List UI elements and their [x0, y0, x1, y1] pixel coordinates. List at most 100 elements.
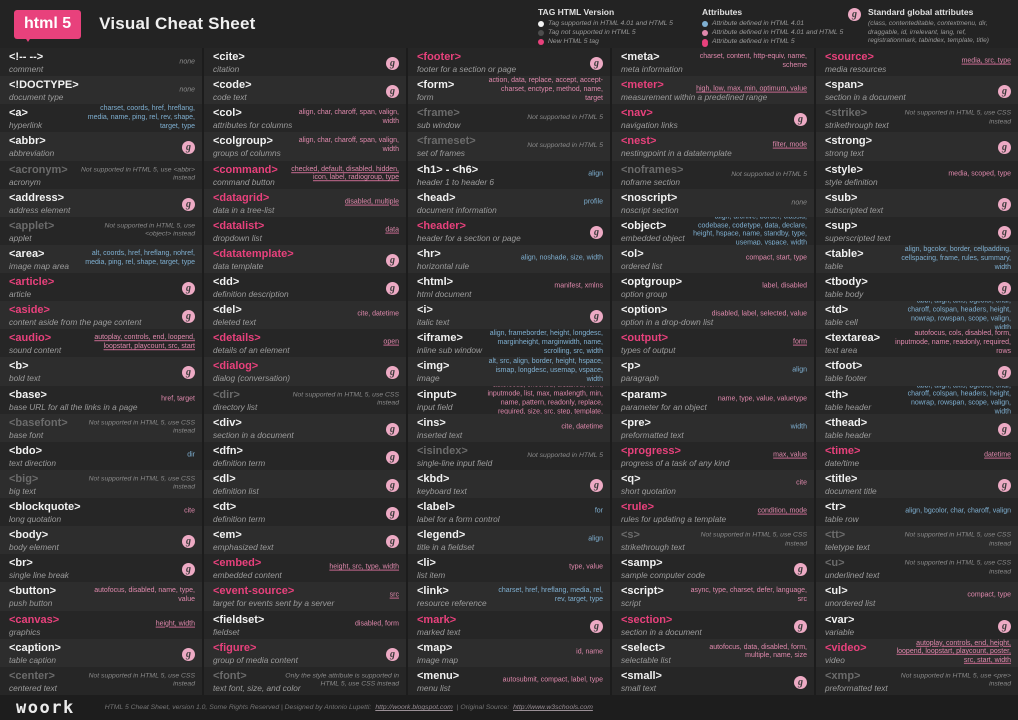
tag-name: <frameset>	[417, 135, 476, 148]
tag-row-detail: dir	[187, 451, 195, 460]
tag-name: <caption>	[9, 641, 61, 654]
tag-row: <dir> directory list Not supported in HTML…	[204, 385, 406, 414]
tag-row-detail: Not supported in HTML 5, use CSS instead	[78, 672, 195, 689]
tag-row-detail: g	[998, 81, 1011, 99]
tag-row: <title> document title g	[816, 469, 1018, 498]
tag-description: parameter for an object	[621, 401, 707, 412]
tag-row: <sub> subscripted text g	[816, 188, 1018, 217]
tag-row-detail: Not supported in HTML 5, use <pre> inste…	[894, 672, 1011, 689]
tag-name: <col>	[213, 107, 242, 120]
tag-row: <script> script async, type, charset, defe…	[612, 582, 814, 611]
legend-attr-item: Attribute defined in HTML 4.01	[702, 20, 843, 27]
tag-attributes: media, src, type	[961, 57, 1011, 65]
tag-row: <dialog> dialog (conversation) g	[204, 357, 406, 386]
tag-row-detail: g	[386, 503, 399, 521]
tag-row-detail: autosubmit, compact, label, type	[503, 676, 603, 685]
tag-name: <q>	[621, 472, 641, 485]
tag-row: <command> command button checked, default,…	[204, 160, 406, 189]
tag-row: <thead> table header g	[816, 413, 1018, 442]
html5-logo: html 5	[14, 9, 82, 42]
legend-item-label: Attribute defined in HTML 4.01 and HTML …	[712, 29, 844, 36]
tag-description: italic text	[417, 317, 450, 328]
tag-description: types of output	[621, 345, 676, 356]
tag-name: <meter>	[621, 79, 664, 92]
tag-row: <basefont> base font Not supported in HTML…	[0, 413, 202, 442]
tag-name: <b>	[9, 360, 29, 373]
tag-row-detail: Not supported in HTML 5	[527, 114, 603, 123]
tag-name: <datagrid>	[213, 191, 270, 204]
tag-description: inserted text	[417, 429, 463, 440]
tag-name: <samp>	[621, 557, 663, 570]
tag-name: <audio>	[9, 332, 52, 345]
tag-name: <meta>	[621, 51, 660, 63]
tag-description: definition term	[213, 457, 266, 468]
legend-item-label: Tag supported in HTML 4.01 and HTML 5	[548, 20, 673, 27]
tag-row: <output> types of output form	[612, 329, 814, 358]
tag-row: <noframes> noframe section Not supported i…	[612, 160, 814, 189]
tag-name: <datalist>	[213, 219, 265, 232]
footer-link[interactable]: http://woork.blogspot.com	[375, 704, 453, 711]
tag-description: navigation links	[621, 120, 678, 131]
tag-row-detail: href, target	[161, 395, 195, 404]
tag-description: details of an element	[213, 345, 290, 356]
tag-row-detail: cite, datetime	[561, 423, 603, 432]
legend-tag-version: TAG HTML Version Tag supported in HTML 4…	[538, 7, 673, 47]
tag-description: content aside from the page content	[9, 317, 142, 328]
tag-row: <dl> definition list g	[204, 469, 406, 498]
tag-description: data template	[213, 260, 264, 271]
tag-row: <ol> ordered list compact, start, type	[612, 244, 814, 273]
tag-attributes: align, bgcolor, char, charoff, valign	[905, 507, 1011, 515]
tag-support-note: Not supported in HTML 5, use CSS instead	[904, 531, 1011, 548]
tag-name: <script>	[621, 585, 664, 598]
tag-name: <command>	[213, 163, 278, 176]
tag-row-detail: g	[794, 616, 807, 634]
tag-name: <h1> - <h6>	[417, 163, 479, 176]
tag-row: <center> centered text Not supported in HT…	[0, 666, 202, 695]
global-attributes-badge-icon: g	[998, 422, 1011, 436]
tag-description: script	[621, 598, 641, 609]
tag-attributes: media, scoped, type	[948, 170, 1011, 178]
tag-row: <del> deleted text cite, datetime	[204, 301, 406, 330]
global-attributes-badge-icon: g	[386, 478, 399, 492]
legend-item-label: Attribute defined in HTML 5	[712, 38, 795, 45]
global-attributes-badge-icon: g	[386, 507, 399, 521]
tag-row-detail: data	[385, 226, 399, 235]
tag-description: article	[9, 289, 32, 299]
footer-link[interactable]: http://www.w3schools.com	[513, 704, 593, 711]
tag-row-detail: Not supported in HTML 5, use CSS instead	[894, 110, 1011, 127]
tag-name: <label>	[417, 501, 455, 513]
tag-description: definition description	[213, 289, 289, 299]
tag-row-detail: autofocus, disabled, name, type, value	[78, 588, 195, 606]
tag-row-detail: g	[386, 644, 399, 662]
tag-row-detail: g	[386, 53, 399, 71]
tag-row: <ul> unordered list compact, type	[816, 582, 1018, 611]
global-attributes-badge-icon: g	[590, 57, 603, 71]
tag-row-detail: form	[793, 339, 807, 348]
tag-name: <sub>	[825, 191, 858, 204]
tag-description: measurement within a predefined range	[621, 92, 768, 103]
global-attributes-badge-icon: g	[998, 197, 1011, 211]
tag-name: <nav>	[621, 107, 653, 120]
tag-row-detail: g	[386, 250, 399, 268]
tag-description: dropdown list	[213, 232, 262, 243]
column-4: <meta> meta information charset, content, …	[612, 48, 814, 695]
tag-support-note: Only the style attribute is supported in…	[285, 672, 399, 688]
tag-name: <ul>	[825, 585, 848, 598]
tag-row-detail: g	[794, 672, 807, 690]
tag-description: small text	[621, 682, 657, 693]
legend-global-list: (class, contenteditable, contextmenu, di…	[868, 20, 989, 44]
tag-row-detail: profile	[584, 198, 603, 207]
tag-description: superscripted text	[825, 232, 891, 243]
column-3: <footer> footer for a section or page g <fo…	[408, 48, 610, 695]
tag-row-detail: align	[588, 536, 603, 545]
tag-description: table cell	[825, 317, 858, 328]
tag-row: <head> document information profile	[408, 188, 610, 217]
tag-row-detail: Not supported in HTML 5, use CSS instead	[894, 532, 1011, 549]
tag-row-detail: Not supported in HTML 5, use CSS instead	[78, 419, 195, 436]
legend-attr-item: Attribute defined in HTML 5	[702, 38, 843, 45]
tag-description: definition list	[213, 485, 259, 496]
tag-description: menu list	[417, 682, 451, 693]
tag-name: <isindex>	[417, 444, 468, 457]
tag-name: <aside>	[9, 304, 50, 317]
tag-row-detail: g	[998, 475, 1011, 493]
